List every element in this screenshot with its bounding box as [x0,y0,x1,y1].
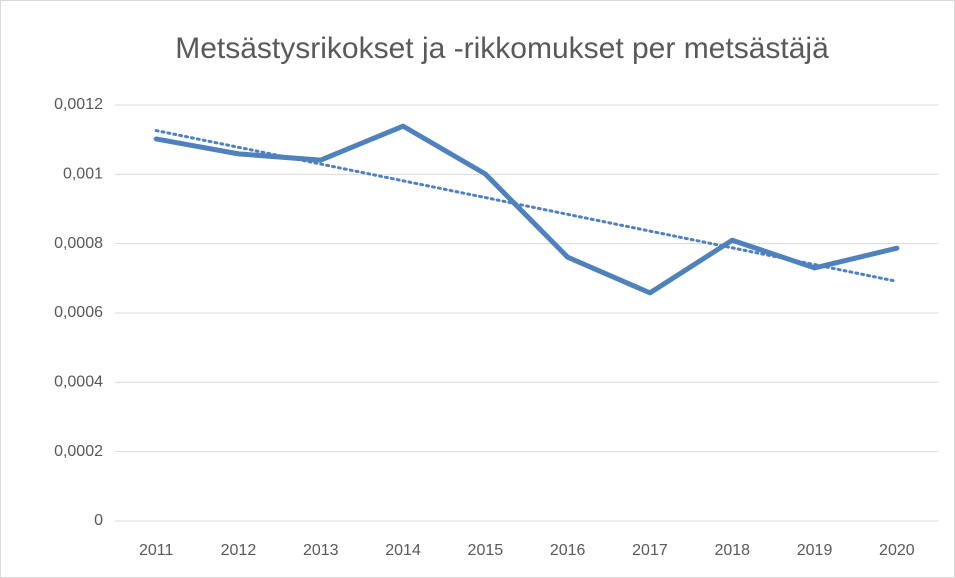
x-tick-label: 2012 [221,542,257,559]
series-line [153,123,900,296]
y-tick-label: 0,001 [63,166,103,183]
x-tick-label: 2016 [550,542,586,559]
x-tick-label: 2019 [797,542,833,559]
x-tick-label: 2015 [468,542,504,559]
y-tick-label: 0,0002 [54,443,103,460]
x-tick-label: 2017 [632,542,668,559]
y-tick-label: 0,0006 [54,304,103,321]
x-tick-label: 2018 [714,542,750,559]
y-tick-label: 0,0012 [54,96,103,113]
x-tick-label: 2011 [139,542,174,559]
x-tick-label: 2013 [303,542,339,559]
x-tick-label: 2020 [879,542,915,559]
y-tick-label: 0,0008 [54,235,103,252]
y-tick-label: 0,0004 [54,374,103,391]
chart-title: Metsästysrikokset ja -rikkomukset per me… [175,32,829,65]
y-tick-label: 0 [94,512,103,529]
x-tick-label: 2014 [385,542,421,559]
